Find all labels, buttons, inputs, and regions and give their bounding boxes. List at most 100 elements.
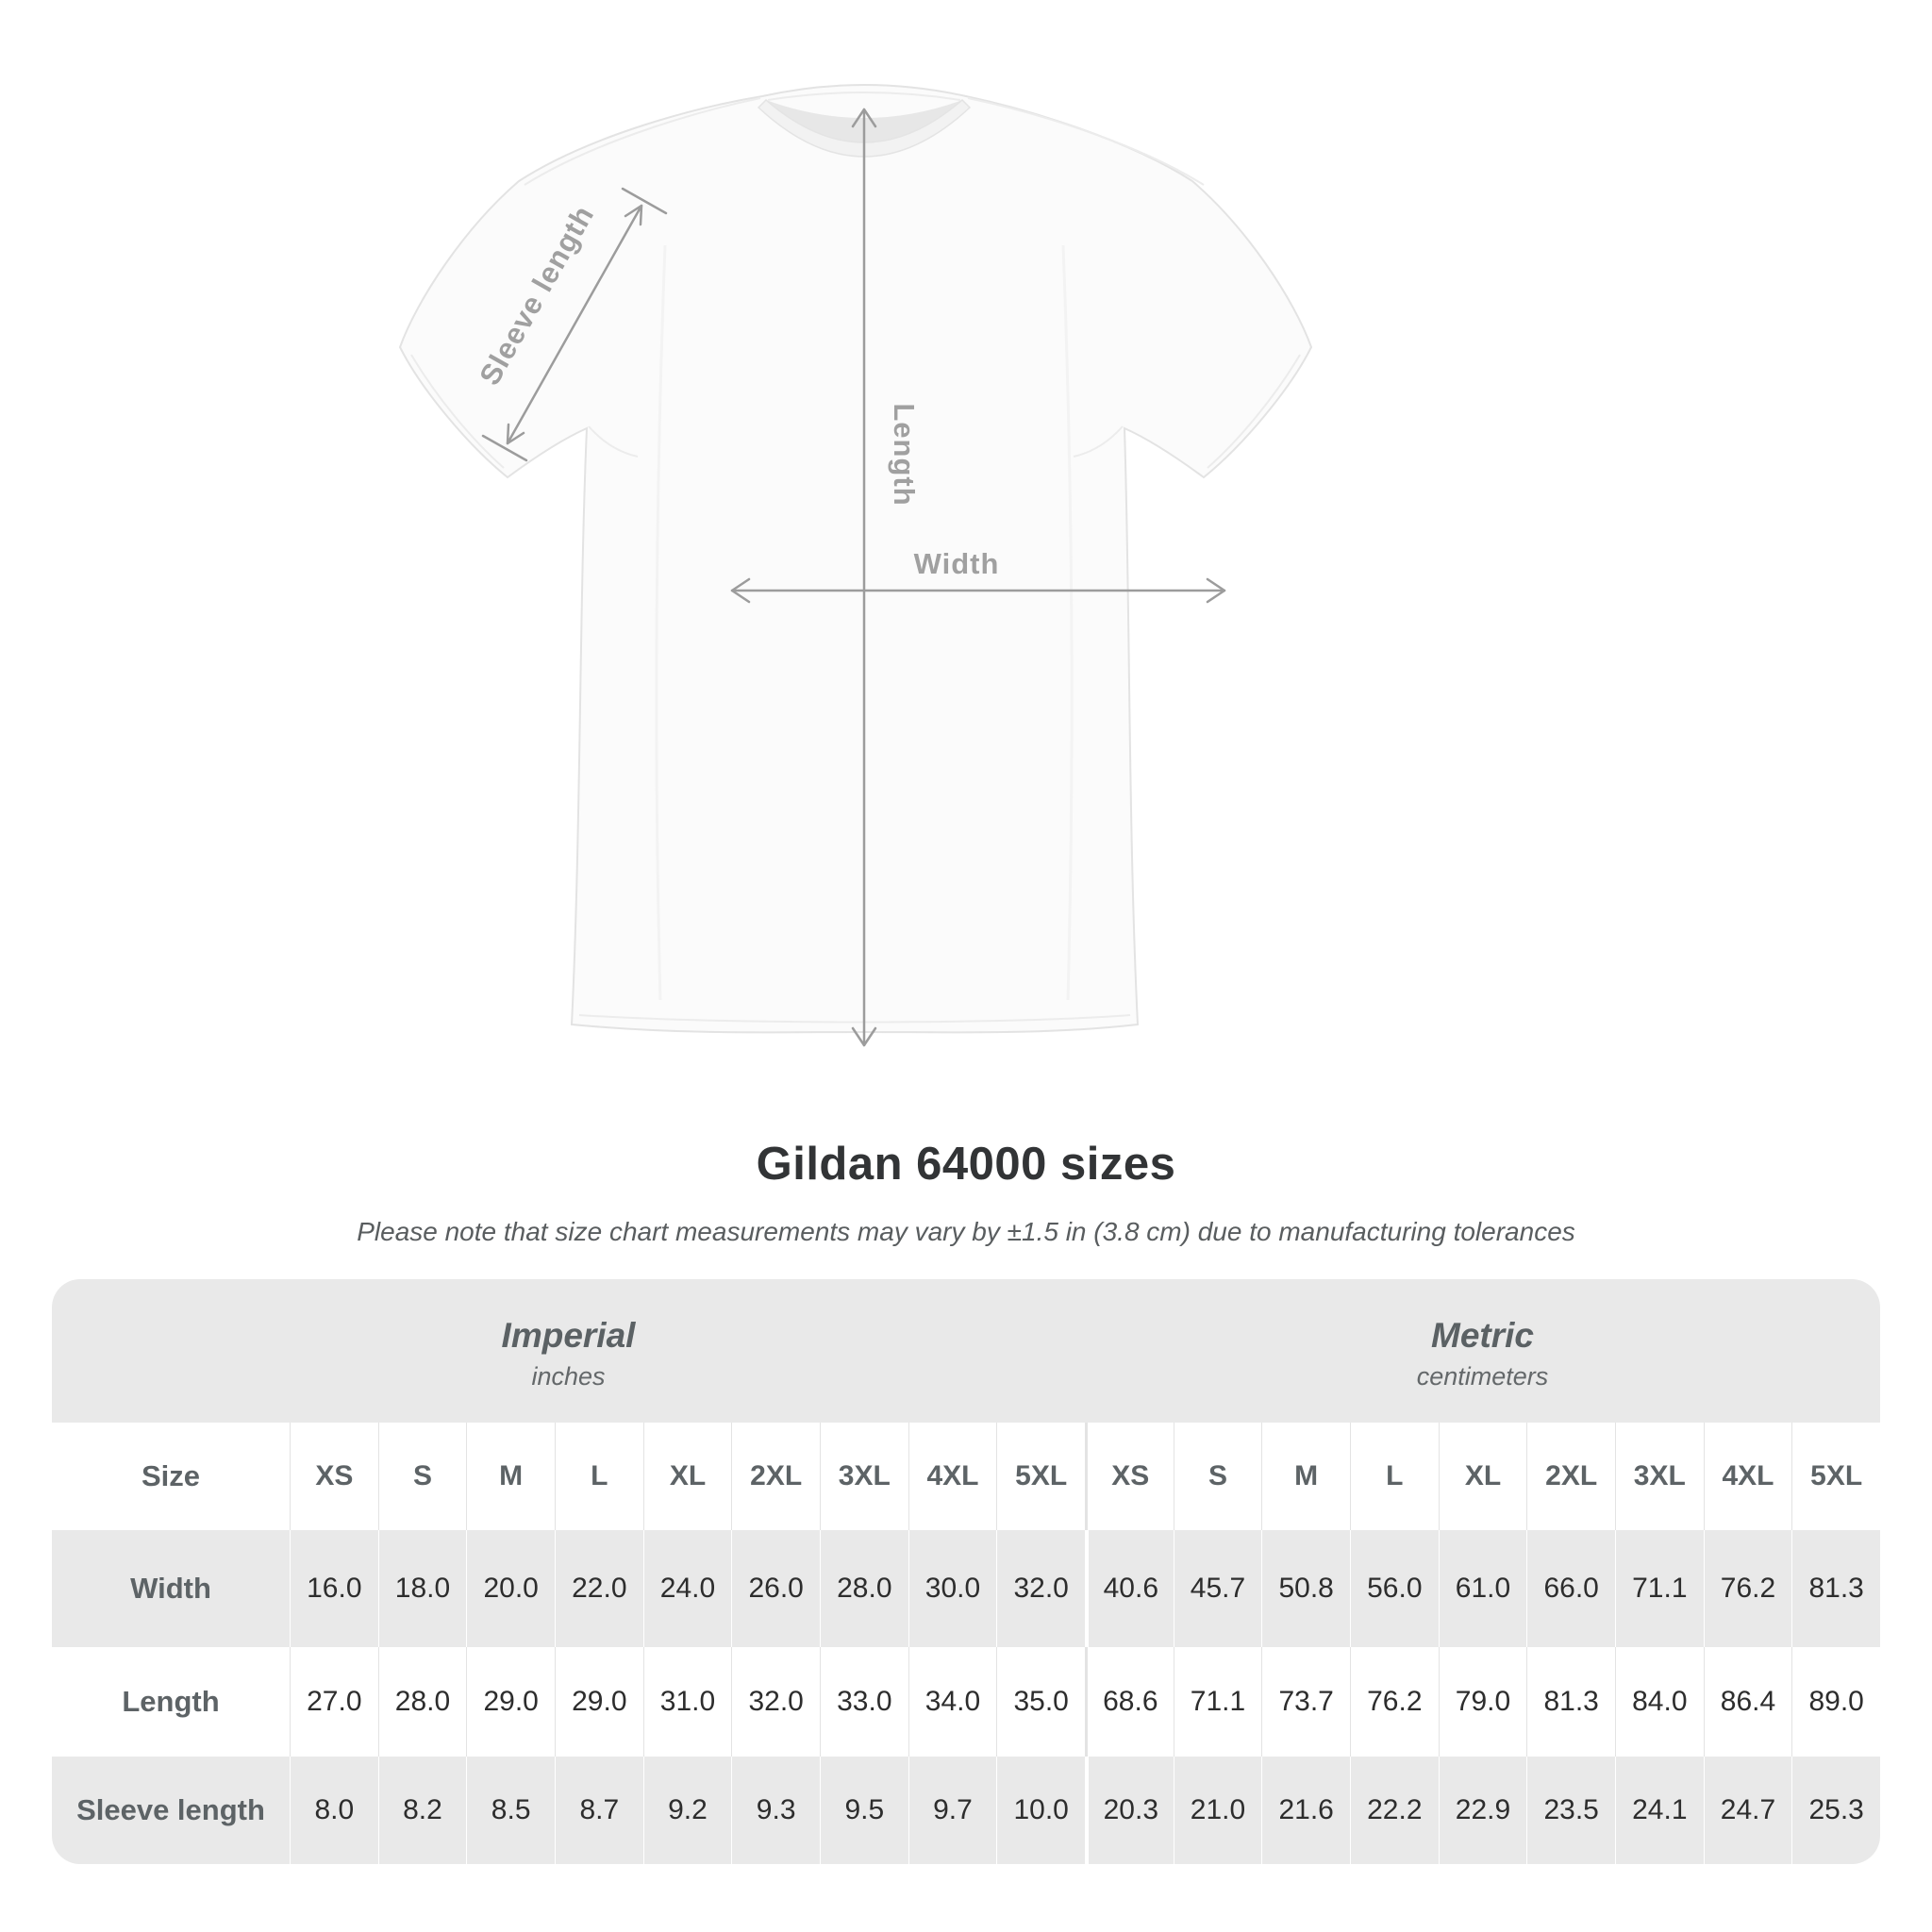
length-l-cm: 76.2 (1349, 1647, 1439, 1757)
size-header-l-imperial: L (554, 1423, 643, 1530)
sleeve-length-2xl-in: 9.3 (731, 1757, 820, 1864)
length-s-in: 28.0 (377, 1647, 467, 1757)
width-2xl-in: 26.0 (731, 1530, 820, 1647)
length-xl-cm: 79.0 (1438, 1647, 1527, 1757)
sleeve-length-s-in: 8.2 (377, 1757, 467, 1864)
page-title: Gildan 64000 sizes (756, 1139, 1176, 1190)
width-5xl-in: 32.0 (996, 1530, 1085, 1647)
unit-header-imperial: Imperial inches (52, 1279, 1085, 1423)
length-2xl-cm: 81.3 (1526, 1647, 1615, 1757)
sleeve-length-l-in: 8.7 (554, 1757, 643, 1864)
length-3xl-cm: 84.0 (1614, 1647, 1704, 1757)
size-header-l-metric: L (1349, 1423, 1439, 1530)
width-measure-arrow (730, 577, 1226, 604)
sleeve-length-s-cm: 21.0 (1173, 1757, 1262, 1864)
size-header-2xl-metric: 2XL (1526, 1423, 1615, 1530)
length-row-label: Length (122, 1685, 220, 1718)
sleeve-length-4xl-in: 9.7 (908, 1757, 997, 1864)
width-s-in: 18.0 (377, 1530, 467, 1647)
size-header-4xl-metric: 4XL (1703, 1423, 1792, 1530)
tshirt-body (398, 84, 1313, 1034)
sleeve-length-l-cm: 22.2 (1349, 1757, 1439, 1864)
width-xl-in: 24.0 (642, 1530, 732, 1647)
length-m-cm: 73.7 (1261, 1647, 1350, 1757)
size-header-xl-imperial: XL (642, 1423, 732, 1530)
width-xl-cm: 61.0 (1438, 1530, 1527, 1647)
tolerance-note: Please note that size chart measurements… (357, 1217, 1575, 1246)
unit-header-row: Imperial inches Metric centimeters (52, 1279, 1880, 1423)
tshirt-graphic (398, 84, 1313, 1034)
sleeve-length-3xl-cm: 24.1 (1614, 1757, 1704, 1864)
imperial-sublabel: inches (531, 1362, 606, 1391)
metric-label: Metric (1431, 1316, 1534, 1355)
tshirt-measurement-diagram: Length Width Sleeve length (398, 84, 1313, 1047)
size-header-s-imperial: S (377, 1423, 467, 1530)
sleeve-length-xl-in: 9.2 (642, 1757, 732, 1864)
sleeve-length-row: Sleeve length 8.0 8.2 8.5 8.7 9.2 9.3 9.5 9.7 10.… (52, 1757, 1880, 1864)
length-4xl-cm: 86.4 (1703, 1647, 1792, 1757)
length-5xl-in: 35.0 (996, 1647, 1085, 1757)
sleeve-length-row-label: Sleeve length (76, 1793, 265, 1826)
length-measure-arrow (851, 108, 877, 1047)
width-xs-cm: 40.6 (1084, 1530, 1174, 1647)
length-5xl-cm: 89.0 (1791, 1647, 1880, 1757)
size-header-5xl-imperial: 5XL (996, 1423, 1085, 1530)
sleeve-length-m-in: 8.5 (466, 1757, 555, 1864)
width-5xl-cm: 81.3 (1791, 1530, 1880, 1647)
length-row: Length 27.0 28.0 29.0 29.0 31.0 32.0 33.0 34.0 35… (52, 1647, 1880, 1757)
width-4xl-in: 30.0 (908, 1530, 997, 1647)
size-header-2xl-imperial: 2XL (731, 1423, 820, 1530)
sleeve-length-5xl-in: 10.0 (996, 1757, 1085, 1864)
size-header-row: Size XS S M L XL 2XL 3XL 4XL 5XL XS S M L XL 2XL 3XL 4XL 5… (52, 1423, 1880, 1530)
size-header-m-metric: M (1261, 1423, 1350, 1530)
width-s-cm: 45.7 (1173, 1530, 1262, 1647)
sleeve-length-measure-arrow (481, 187, 668, 462)
width-4xl-cm: 76.2 (1703, 1530, 1792, 1647)
length-m-in: 29.0 (466, 1647, 555, 1757)
width-m-cm: 50.8 (1261, 1530, 1350, 1647)
size-column-header: Size (141, 1459, 201, 1492)
sleeve-length-4xl-cm: 24.7 (1703, 1757, 1792, 1864)
collar-ribbing (757, 98, 972, 158)
width-label: Width (914, 547, 1000, 580)
length-s-cm: 71.1 (1173, 1647, 1262, 1757)
size-header-s-metric: S (1173, 1423, 1262, 1530)
width-l-in: 22.0 (554, 1530, 643, 1647)
sleeve-length-5xl-cm: 25.3 (1791, 1757, 1880, 1864)
width-3xl-cm: 71.1 (1614, 1530, 1704, 1647)
sleeve-length-xl-cm: 22.9 (1438, 1757, 1527, 1864)
size-header-xl-metric: XL (1438, 1423, 1527, 1530)
sleeve-length-xs-in: 8.0 (290, 1757, 378, 1864)
size-header-5xl-metric: 5XL (1791, 1423, 1880, 1530)
unit-header-metric: Metric centimeters (1085, 1279, 1880, 1423)
sleeve-length-xs-cm: 20.3 (1084, 1757, 1174, 1864)
size-header-xs-metric: XS (1084, 1423, 1174, 1530)
sleeve-length-m-cm: 21.6 (1261, 1757, 1350, 1864)
width-3xl-in: 28.0 (819, 1530, 908, 1647)
size-table-rows: Size XS S M L XL 2XL 3XL 4XL 5XL XS S M L XL 2XL 3XL 4XL 5… (52, 1423, 1880, 1864)
width-xs-in: 16.0 (290, 1530, 378, 1647)
width-2xl-cm: 66.0 (1526, 1530, 1615, 1647)
length-l-in: 29.0 (554, 1647, 643, 1757)
length-2xl-in: 32.0 (731, 1647, 820, 1757)
width-l-cm: 56.0 (1349, 1530, 1439, 1647)
length-label: Length (888, 403, 921, 506)
width-m-in: 20.0 (466, 1530, 555, 1647)
imperial-label: Imperial (501, 1316, 636, 1355)
width-row-label: Width (130, 1572, 211, 1605)
length-4xl-in: 34.0 (908, 1647, 997, 1757)
size-header-3xl-metric: 3XL (1614, 1423, 1704, 1530)
length-xs-in: 27.0 (290, 1647, 378, 1757)
sleeve-length-3xl-in: 9.5 (819, 1757, 908, 1864)
size-header-m-imperial: M (466, 1423, 555, 1530)
length-xs-cm: 68.6 (1084, 1647, 1174, 1757)
size-header-3xl-imperial: 3XL (819, 1423, 908, 1530)
width-row: Width 16.0 18.0 20.0 22.0 24.0 26.0 28.0 30.0 32.… (52, 1530, 1880, 1647)
length-3xl-in: 33.0 (819, 1647, 908, 1757)
sleeve-length-2xl-cm: 23.5 (1526, 1757, 1615, 1864)
size-table: Imperial inches Metric centimeters Size X… (52, 1279, 1880, 1864)
size-header-4xl-imperial: 4XL (908, 1423, 997, 1530)
size-header-xs-imperial: XS (290, 1423, 378, 1530)
length-xl-in: 31.0 (642, 1647, 732, 1757)
